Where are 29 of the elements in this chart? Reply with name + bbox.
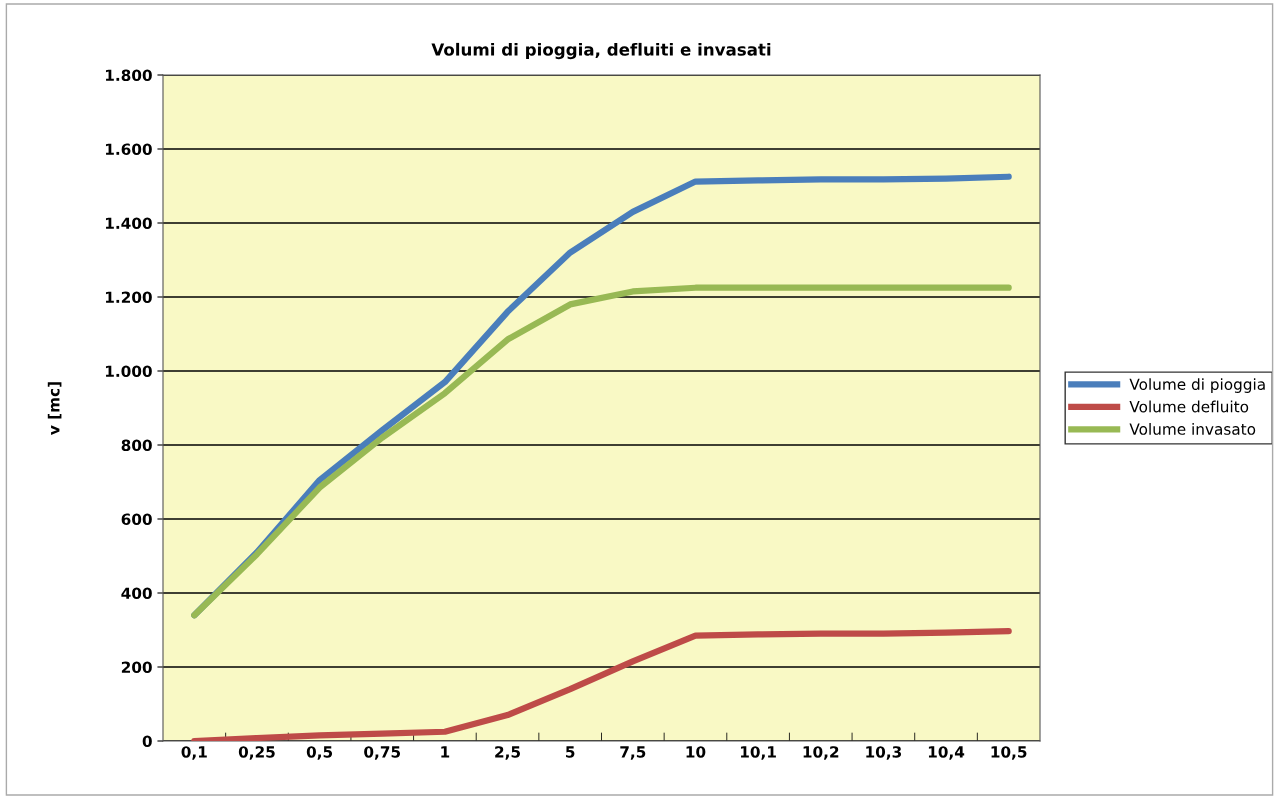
x-tick-label: 5 [566, 746, 575, 758]
x-tick-label: 0,25 [238, 746, 275, 760]
y-tick-label: 1.800 [105, 69, 152, 82]
chart-title: Volumi di pioggia, defluiti e invasati [431, 42, 771, 60]
x-tick-label: 1 [441, 746, 450, 758]
x-tick-label: 0,75 [364, 746, 401, 760]
x-tick-label: 0,1 [181, 746, 207, 760]
x-tick-label: 2,5 [495, 746, 520, 760]
y-tick-label: 0 [142, 735, 152, 748]
legend-label: Volume di pioggia [1129, 378, 1265, 393]
y-tick-label: 1.600 [105, 143, 152, 156]
legend-label: Volume defluito [1129, 400, 1249, 413]
x-tick-label: 10,3 [866, 746, 902, 760]
y-tick-label: 600 [121, 513, 152, 526]
x-tick-label: 0,5 [306, 746, 333, 760]
y-tick-label: 800 [121, 439, 152, 452]
y-tick-label: 400 [121, 587, 152, 600]
x-tick-label: 10,1 [740, 746, 776, 760]
x-tick-label: 10,5 [991, 746, 1027, 760]
x-tick-label: 10 [686, 746, 706, 758]
y-tick-label: 200 [121, 661, 152, 674]
y-tick-label: 1.400 [105, 217, 152, 230]
x-tick-label: 7,5 [620, 746, 646, 760]
x-tick-label: 10,2 [803, 746, 839, 760]
y-axis-title: v [mc] [47, 382, 62, 435]
y-tick-label: 1.200 [105, 291, 152, 304]
legend-label: Volume invasato [1129, 423, 1256, 435]
x-tick-label: 10,4 [928, 746, 965, 760]
y-tick-label: 1.000 [105, 365, 152, 378]
